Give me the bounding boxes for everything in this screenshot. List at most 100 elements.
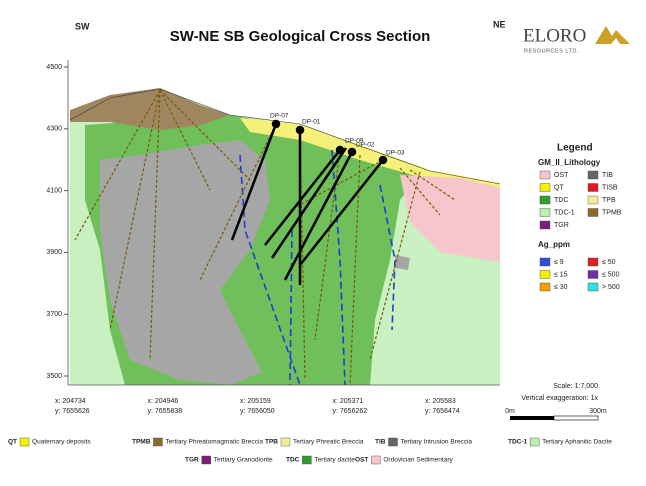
coord-x: x: 204734 — [55, 398, 86, 405]
minor-holes — [74, 89, 456, 386]
unit-code: QT — [8, 439, 17, 446]
collar — [347, 147, 357, 157]
direction-right: NE — [493, 19, 506, 29]
ost-unit — [400, 175, 500, 262]
legend-swatch — [539, 270, 551, 279]
unit-swatch — [280, 437, 291, 447]
legend-label: ≤ 500 — [602, 271, 620, 278]
unit-swatch — [153, 437, 163, 447]
unit-name: Quaternary deposits — [32, 439, 91, 446]
unit-code: TPMB — [132, 439, 151, 446]
legend-swatch — [587, 183, 599, 192]
hole-trace — [289, 159, 384, 211]
coord-y: y: 7655626 — [55, 408, 90, 415]
hole-trace — [74, 89, 161, 241]
title: SW-NE SB Geological Cross Section — [170, 28, 431, 45]
hole-trace — [369, 171, 421, 361]
logo-mark — [595, 26, 630, 44]
unit-code: TDC-1 — [508, 439, 528, 446]
coord-y: y: 7656474 — [425, 408, 460, 415]
legend-swatch — [539, 170, 551, 180]
unit-swatch — [529, 437, 540, 447]
legend-swatch — [587, 195, 599, 205]
legend-label: TPMB — [602, 209, 622, 216]
drillhole-label: DP-07 — [270, 113, 289, 120]
legend-swatch — [539, 183, 551, 192]
logo-name: ELORO — [523, 25, 586, 46]
unit-code: TGR — [185, 457, 199, 464]
unit-code: TDC — [286, 457, 300, 464]
collar — [271, 119, 281, 129]
scale-bar — [510, 416, 554, 420]
elevation-label: 3500 — [46, 373, 62, 380]
coord-x: x: 205371 — [333, 398, 364, 405]
legend-label: > 500 — [602, 284, 620, 291]
elevation-label: 4100 — [46, 187, 62, 194]
legend-label: TGR — [554, 222, 569, 229]
main-holes — [230, 119, 388, 285]
tib-unit — [100, 140, 270, 385]
elevation-label: 4300 — [46, 126, 62, 133]
coord-y: y: 7656262 — [333, 408, 368, 415]
fault — [239, 154, 301, 386]
hole-trace — [399, 167, 441, 216]
legend-title: Legend — [557, 143, 593, 154]
legend-swatch — [587, 170, 599, 180]
coord-x: x: 204946 — [148, 398, 179, 405]
legend-label: TISB — [602, 184, 618, 191]
unit-code: TIB — [375, 439, 386, 446]
direction-left: SW — [75, 21, 90, 31]
elevation-label: 4500 — [46, 64, 62, 71]
unit-name: Tertiary dacite — [314, 457, 355, 464]
legend-swatch — [587, 282, 599, 292]
hole-trace — [159, 89, 211, 191]
unit-code: OST — [355, 457, 368, 464]
unit-code: TPB — [265, 439, 278, 446]
drillhole-label: DP-09 — [345, 138, 364, 145]
drillhole — [283, 151, 354, 281]
hole-trace — [109, 89, 161, 331]
section — [67, 60, 501, 386]
unit-name: Tertiary Aphanitic Dacite — [542, 439, 612, 446]
legend-swatch — [587, 208, 599, 217]
drillhole — [230, 123, 278, 241]
legend-label: ≤ 50 — [602, 259, 616, 266]
legend-label: TDC-1 — [554, 209, 575, 216]
legend-swatch — [539, 220, 551, 230]
unit-name: Tertiary Intrusion Breccia — [400, 439, 472, 446]
legend-label: ≤ 9 — [554, 259, 564, 266]
unit-swatch — [302, 455, 312, 465]
legend-label: QT — [554, 184, 564, 191]
legend-swatch — [587, 270, 599, 279]
coord-y: y: 7655838 — [148, 408, 183, 415]
unit-name: Tertiary Phreatomagmatic Breccia — [165, 439, 263, 446]
elevation-label: 3700 — [46, 311, 62, 318]
coord-x: x: 205583 — [425, 398, 456, 405]
hole-trace — [349, 154, 361, 386]
legend-swatch — [587, 257, 599, 267]
hole-trace — [409, 169, 456, 201]
unit-swatch — [201, 455, 211, 465]
scale-start: 0m — [505, 408, 515, 415]
legend-swatch — [539, 195, 551, 205]
drillhole-label: DP-01 — [302, 119, 321, 126]
coord-x: x: 205159 — [240, 398, 271, 405]
drillhole — [264, 149, 341, 246]
legend-label: ≤ 15 — [554, 271, 568, 278]
logo-subtitle: RESOURCES LTD. — [524, 48, 579, 54]
collar — [295, 125, 305, 135]
scale-ratio: Scale: 1:7,000 — [553, 383, 598, 390]
drillhole — [270, 147, 348, 259]
lithology-title: GM_II_Lithology — [538, 158, 601, 167]
unit-name: Tertiary Phreatic Breccia — [293, 439, 364, 446]
drillhole-label: DP-02 — [356, 142, 375, 149]
scale-bar — [553, 415, 599, 421]
unit-name: Ordovician Sedimentary — [383, 457, 453, 464]
legend-label: TPB — [602, 197, 616, 204]
legend-swatch — [539, 282, 551, 292]
topography — [69, 88, 501, 185]
coord-y: y: 7656050 — [240, 408, 275, 415]
collar — [378, 155, 388, 165]
